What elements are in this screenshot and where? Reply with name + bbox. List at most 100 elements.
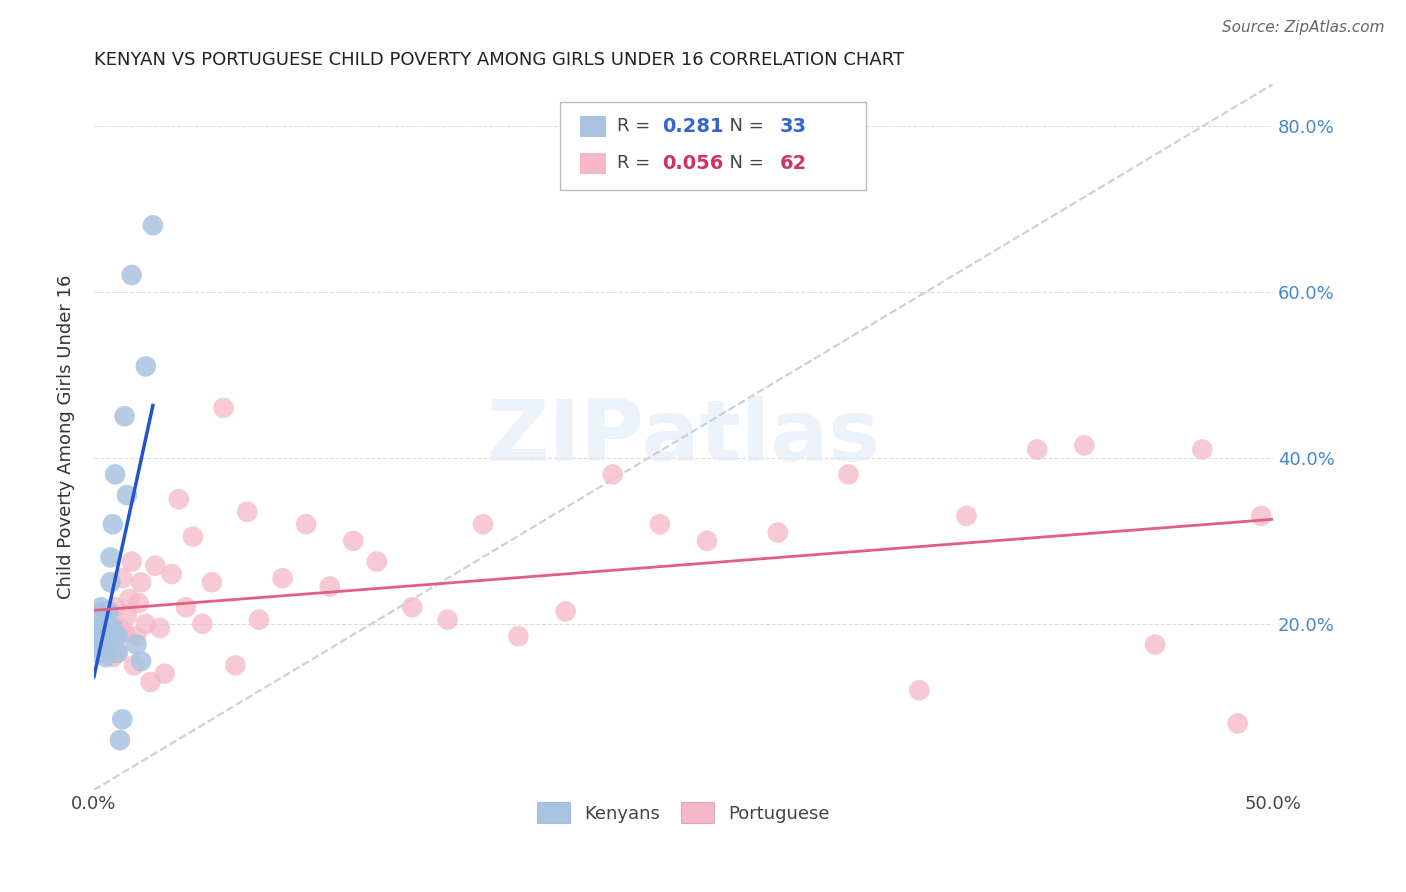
Point: [100, 575, 122, 590]
Point: [1026, 442, 1049, 457]
Point: [94, 616, 117, 631]
Text: N =: N =: [717, 118, 769, 136]
Point: [90, 638, 112, 652]
Text: 0.056: 0.056: [662, 153, 724, 173]
Point: [90, 641, 112, 656]
Point: [766, 525, 789, 540]
Point: [201, 575, 224, 590]
Point: [104, 629, 127, 643]
Point: [97, 633, 120, 648]
Point: [118, 591, 141, 606]
Point: [247, 613, 270, 627]
Point: [101, 517, 124, 532]
Point: [436, 613, 458, 627]
Point: [90, 621, 112, 635]
Point: [648, 517, 671, 532]
Point: [100, 550, 122, 565]
Point: [111, 712, 134, 726]
Point: [108, 733, 131, 747]
Point: [101, 621, 124, 635]
Point: [125, 638, 148, 652]
Point: [129, 654, 152, 668]
Point: [129, 575, 152, 590]
Point: [107, 646, 129, 660]
Text: 62: 62: [780, 153, 807, 173]
Point: [104, 467, 127, 482]
Point: [121, 555, 143, 569]
Point: [153, 666, 176, 681]
Text: N =: N =: [717, 154, 769, 172]
Point: [212, 401, 235, 415]
Point: [87, 625, 110, 640]
Point: [1226, 716, 1249, 731]
Point: [93, 633, 115, 648]
Point: [100, 604, 122, 618]
Point: [135, 616, 157, 631]
Point: [908, 683, 931, 698]
Point: [554, 604, 576, 618]
Point: [602, 467, 624, 482]
Point: [114, 625, 136, 640]
Point: [115, 488, 138, 502]
Point: [107, 641, 129, 656]
Point: [160, 567, 183, 582]
Point: [174, 600, 197, 615]
Point: [114, 409, 136, 424]
Text: Source: ZipAtlas.com: Source: ZipAtlas.com: [1222, 20, 1385, 35]
Legend: Kenyans, Portuguese: Kenyans, Portuguese: [526, 791, 841, 834]
Point: [115, 608, 138, 623]
Point: [122, 658, 145, 673]
Point: [1250, 508, 1272, 523]
Point: [472, 517, 495, 532]
Text: R =: R =: [617, 154, 657, 172]
Point: [135, 359, 157, 374]
Point: [111, 571, 134, 585]
Point: [224, 658, 246, 673]
Point: [84, 638, 107, 652]
Point: [167, 492, 190, 507]
Point: [108, 621, 131, 635]
Point: [101, 650, 124, 665]
Text: R =: R =: [617, 118, 657, 136]
Point: [97, 638, 120, 652]
Point: [838, 467, 860, 482]
Text: ZIPatlas: ZIPatlas: [486, 395, 880, 478]
Point: [94, 629, 117, 643]
Point: [93, 608, 115, 623]
Point: [149, 621, 172, 635]
Point: [271, 571, 294, 585]
Point: [128, 596, 150, 610]
Point: [97, 604, 120, 618]
Point: [90, 600, 112, 615]
Point: [295, 517, 318, 532]
Point: [955, 508, 977, 523]
Point: [125, 629, 148, 643]
Point: [696, 533, 718, 548]
FancyBboxPatch shape: [579, 153, 606, 174]
Point: [236, 505, 259, 519]
Point: [84, 608, 107, 623]
Text: 0.281: 0.281: [662, 117, 724, 136]
Point: [319, 579, 342, 593]
Point: [94, 646, 117, 660]
Point: [107, 646, 129, 660]
Point: [1144, 638, 1167, 652]
Point: [84, 629, 107, 643]
Point: [94, 616, 117, 631]
Point: [143, 558, 166, 573]
Point: [87, 646, 110, 660]
Point: [181, 530, 204, 544]
Point: [104, 621, 127, 635]
Point: [83, 629, 105, 643]
Text: KENYAN VS PORTUGUESE CHILD POVERTY AMONG GIRLS UNDER 16 CORRELATION CHART: KENYAN VS PORTUGUESE CHILD POVERTY AMONG…: [94, 51, 904, 69]
Point: [508, 629, 530, 643]
Y-axis label: Child Poverty Among Girls Under 16: Child Poverty Among Girls Under 16: [58, 275, 75, 599]
FancyBboxPatch shape: [579, 116, 606, 137]
Point: [139, 675, 162, 690]
FancyBboxPatch shape: [560, 102, 866, 190]
Point: [107, 629, 129, 643]
Point: [97, 621, 120, 635]
Point: [1073, 438, 1095, 452]
Point: [342, 533, 364, 548]
Point: [366, 555, 388, 569]
